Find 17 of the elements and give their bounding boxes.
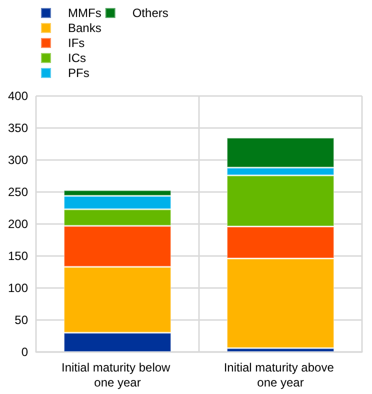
y-tick-label: 250 [8, 185, 28, 199]
legend-label: Banks [68, 21, 102, 35]
legend-label: IFs [68, 36, 85, 50]
legend-label: ICs [68, 51, 86, 65]
y-tick-label: 50 [14, 313, 28, 327]
legend-label: MMFs [68, 6, 102, 20]
y-tick-label: 100 [8, 281, 28, 295]
y-tick-label: 200 [8, 217, 28, 231]
y-tick-label: 300 [8, 153, 28, 167]
y-tick-label: 0 [21, 345, 28, 359]
y-tick-label: 150 [8, 249, 28, 263]
y-tick-label: 350 [8, 121, 28, 135]
x-tick-label: Initial maturity below one year [61, 360, 174, 390]
legend-label: Others [132, 6, 168, 20]
y-tick-label: 400 [8, 89, 28, 103]
x-tick-label: Initial maturity above one year [224, 360, 338, 390]
legend-label: PFs [68, 66, 90, 80]
